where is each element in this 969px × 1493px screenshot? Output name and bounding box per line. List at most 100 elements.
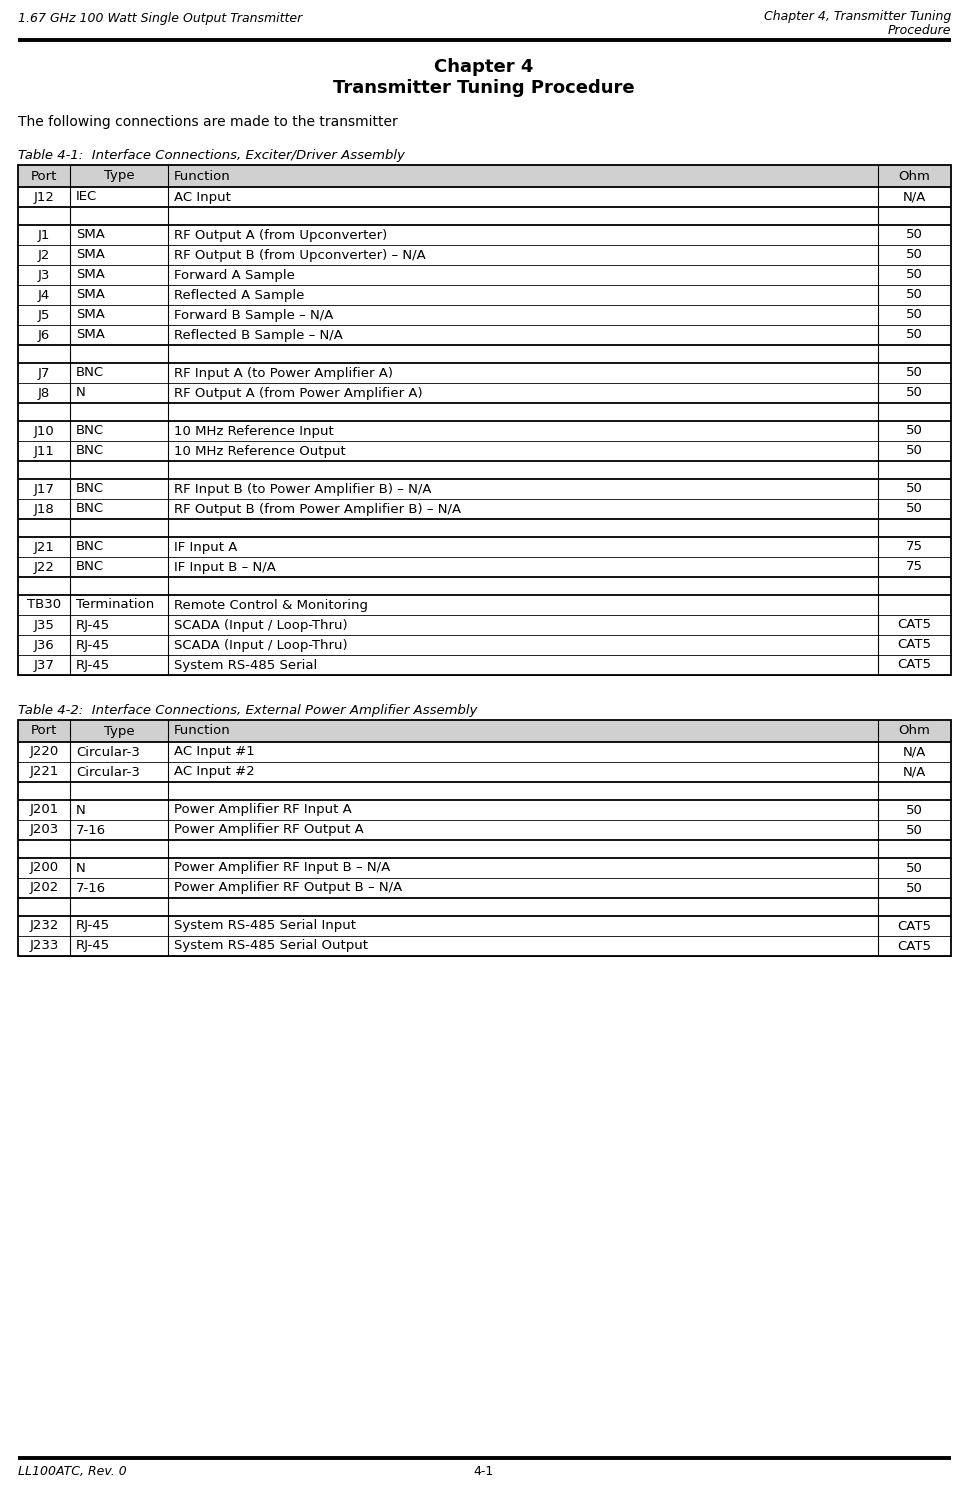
Text: J1: J1	[38, 228, 50, 242]
Text: 75: 75	[906, 560, 923, 573]
Text: 10 MHz Reference Input: 10 MHz Reference Input	[174, 424, 333, 437]
Text: J201: J201	[29, 803, 59, 817]
Text: 50: 50	[906, 387, 922, 400]
Text: 50: 50	[906, 366, 922, 379]
Bar	[18, 720, 951, 956]
Text: 50: 50	[906, 288, 922, 302]
Text: Power Amplifier RF Input B – N/A: Power Amplifier RF Input B – N/A	[174, 861, 391, 875]
Text: J233: J233	[29, 939, 59, 953]
Bar	[18, 720, 951, 742]
Text: RJ-45: RJ-45	[76, 920, 110, 933]
Text: 50: 50	[906, 482, 922, 496]
Text: J22: J22	[34, 560, 54, 573]
Text: IF Input A: IF Input A	[174, 540, 237, 554]
Text: Ohm: Ohm	[898, 724, 930, 738]
Text: IEC: IEC	[76, 191, 97, 203]
Text: BNC: BNC	[76, 560, 104, 573]
Text: J202: J202	[29, 881, 59, 894]
Text: 7-16: 7-16	[76, 824, 107, 836]
Text: SMA: SMA	[76, 269, 105, 282]
Text: J2: J2	[38, 248, 50, 261]
Text: J203: J203	[29, 824, 59, 836]
Text: LL100ATC, Rev. 0: LL100ATC, Rev. 0	[18, 1465, 127, 1478]
Text: SCADA (Input / Loop-Thru): SCADA (Input / Loop-Thru)	[174, 639, 348, 651]
Text: Chapter 4, Transmitter Tuning: Chapter 4, Transmitter Tuning	[764, 10, 951, 22]
Text: N/A: N/A	[903, 191, 926, 203]
Text: SMA: SMA	[76, 288, 105, 302]
Text: N: N	[76, 861, 85, 875]
Text: Function: Function	[174, 170, 231, 182]
Text: 50: 50	[906, 269, 922, 282]
Text: 50: 50	[906, 861, 922, 875]
Text: AC Input #2: AC Input #2	[174, 766, 255, 778]
Text: 50: 50	[906, 881, 922, 894]
Text: Remote Control & Monitoring: Remote Control & Monitoring	[174, 599, 368, 612]
Text: RJ-45: RJ-45	[76, 639, 110, 651]
Text: J7: J7	[38, 366, 50, 379]
Text: RJ-45: RJ-45	[76, 939, 110, 953]
Text: 50: 50	[906, 803, 922, 817]
Text: RJ-45: RJ-45	[76, 658, 110, 672]
Text: 50: 50	[906, 445, 922, 457]
Text: BNC: BNC	[76, 445, 104, 457]
Text: N/A: N/A	[903, 766, 926, 778]
Text: Power Amplifier RF Output A: Power Amplifier RF Output A	[174, 824, 363, 836]
Text: 50: 50	[906, 824, 922, 836]
Text: Port: Port	[31, 724, 57, 738]
Text: SMA: SMA	[76, 328, 105, 342]
Text: RF Output A (from Power Amplifier A): RF Output A (from Power Amplifier A)	[174, 387, 422, 400]
Text: Transmitter Tuning Procedure: Transmitter Tuning Procedure	[333, 79, 635, 97]
Text: RF Output B (from Upconverter) – N/A: RF Output B (from Upconverter) – N/A	[174, 248, 425, 261]
Text: Forward B Sample – N/A: Forward B Sample – N/A	[174, 309, 333, 321]
Text: 50: 50	[906, 503, 922, 515]
Text: BNC: BNC	[76, 540, 104, 554]
Text: System RS-485 Serial Input: System RS-485 Serial Input	[174, 920, 356, 933]
Text: SMA: SMA	[76, 309, 105, 321]
Text: System RS-485 Serial: System RS-485 Serial	[174, 658, 317, 672]
Text: Type: Type	[104, 170, 135, 182]
Text: J12: J12	[34, 191, 54, 203]
Text: CAT5: CAT5	[897, 658, 931, 672]
Text: Circular-3: Circular-3	[76, 766, 140, 778]
Text: 1.67 GHz 100 Watt Single Output Transmitter: 1.67 GHz 100 Watt Single Output Transmit…	[18, 12, 302, 25]
Text: RF Output B (from Power Amplifier B) – N/A: RF Output B (from Power Amplifier B) – N…	[174, 503, 461, 515]
Text: 10 MHz Reference Output: 10 MHz Reference Output	[174, 445, 346, 457]
Text: Reflected A Sample: Reflected A Sample	[174, 288, 304, 302]
Bar	[18, 166, 951, 187]
Text: Port: Port	[31, 170, 57, 182]
Text: SCADA (Input / Loop-Thru): SCADA (Input / Loop-Thru)	[174, 618, 348, 632]
Text: 75: 75	[906, 540, 923, 554]
Text: J3: J3	[38, 269, 50, 282]
Text: J11: J11	[34, 445, 54, 457]
Text: J221: J221	[29, 766, 59, 778]
Text: TB30: TB30	[27, 599, 61, 612]
Text: J17: J17	[34, 482, 54, 496]
Text: Table 4-1:  Interface Connections, Exciter/Driver Assembly: Table 4-1: Interface Connections, Excite…	[18, 149, 405, 163]
Text: J18: J18	[34, 503, 54, 515]
Text: SMA: SMA	[76, 228, 105, 242]
Text: Power Amplifier RF Input A: Power Amplifier RF Input A	[174, 803, 352, 817]
Text: RF Input B (to Power Amplifier B) – N/A: RF Input B (to Power Amplifier B) – N/A	[174, 482, 431, 496]
Text: Power Amplifier RF Output B – N/A: Power Amplifier RF Output B – N/A	[174, 881, 402, 894]
Text: J220: J220	[29, 745, 59, 758]
Text: 4-1: 4-1	[474, 1465, 494, 1478]
Text: CAT5: CAT5	[897, 920, 931, 933]
Text: BNC: BNC	[76, 503, 104, 515]
Text: System RS-485 Serial Output: System RS-485 Serial Output	[174, 939, 368, 953]
Text: 50: 50	[906, 328, 922, 342]
Text: J10: J10	[34, 424, 54, 437]
Text: 7-16: 7-16	[76, 881, 107, 894]
Text: 50: 50	[906, 228, 922, 242]
Bar	[18, 166, 951, 675]
Text: J8: J8	[38, 387, 50, 400]
Text: Table 4-2:  Interface Connections, External Power Amplifier Assembly: Table 4-2: Interface Connections, Extern…	[18, 705, 478, 717]
Text: Chapter 4: Chapter 4	[434, 58, 534, 76]
Text: J36: J36	[34, 639, 54, 651]
Text: BNC: BNC	[76, 366, 104, 379]
Text: Termination: Termination	[76, 599, 154, 612]
Text: J37: J37	[34, 658, 54, 672]
Text: 50: 50	[906, 424, 922, 437]
Text: Function: Function	[174, 724, 231, 738]
Text: Forward A Sample: Forward A Sample	[174, 269, 295, 282]
Text: J21: J21	[34, 540, 54, 554]
